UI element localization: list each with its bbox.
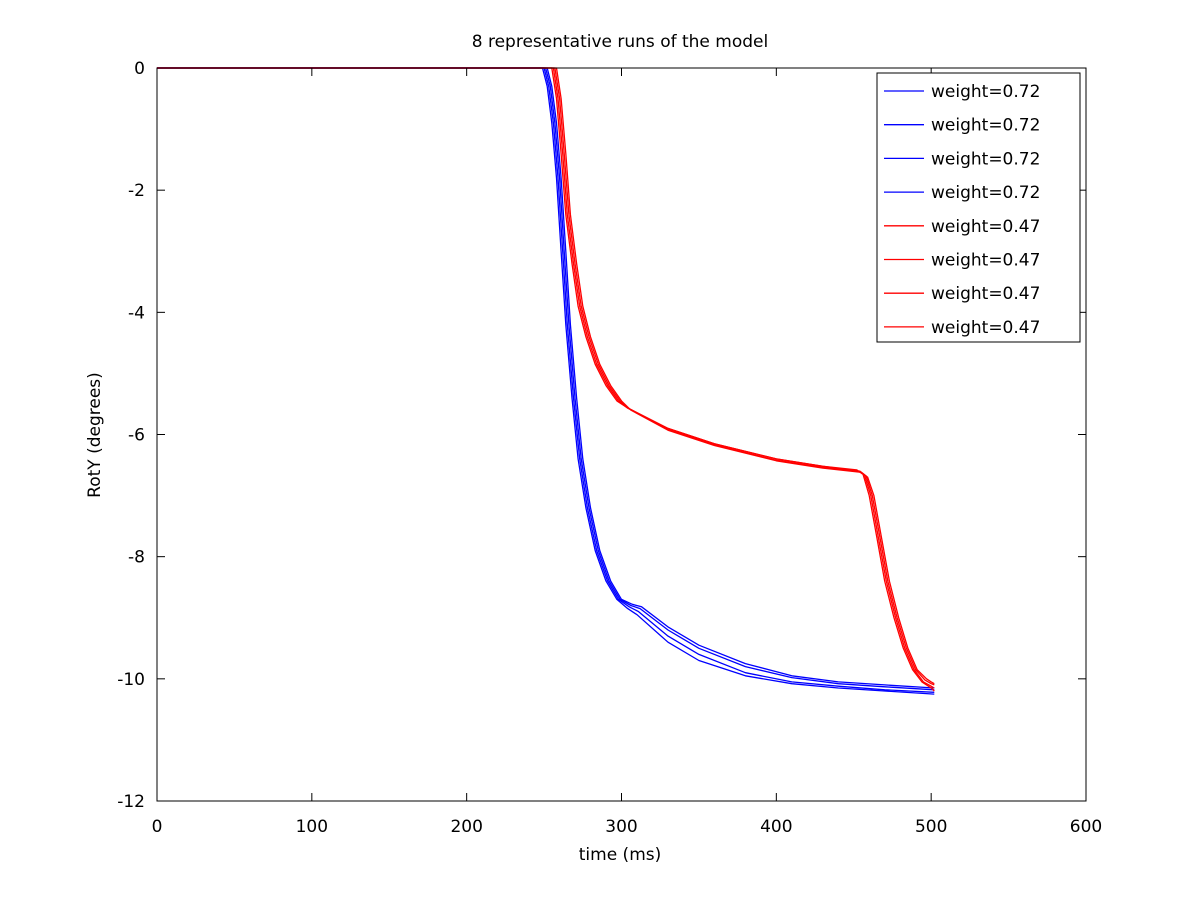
- legend-label: weight=0.72: [931, 116, 1040, 136]
- y-tick-label: -10: [117, 670, 145, 690]
- x-tick-label: 0: [152, 817, 163, 837]
- y-tick-label: -6: [128, 426, 145, 446]
- legend-label: weight=0.72: [931, 82, 1040, 102]
- series-group: [157, 67, 935, 695]
- x-tick-label: 500: [915, 817, 947, 837]
- x-tick-label: 300: [605, 817, 637, 837]
- x-tick-label: 200: [450, 817, 482, 837]
- legend-label: weight=0.47: [931, 284, 1040, 304]
- legend-label: weight=0.72: [931, 183, 1040, 203]
- legend-box: [876, 72, 1081, 343]
- y-tick-label: -4: [128, 303, 145, 323]
- y-tick-label: -12: [117, 792, 145, 812]
- legend-label: weight=0.47: [931, 217, 1040, 237]
- series-line-1: [157, 67, 935, 695]
- y-tick-label: -8: [128, 548, 145, 568]
- legend: weight=0.72 weight=0.72 weight=0.72 weight=…: [876, 72, 1081, 343]
- y-tick-label: 0: [134, 59, 145, 79]
- x-tick-label: 100: [296, 817, 328, 837]
- series-line-3: [157, 67, 935, 691]
- series-line-5: [157, 67, 935, 692]
- series-line-4: [157, 67, 935, 689]
- series-line-7: [157, 67, 935, 686]
- legend-label: weight=0.47: [931, 251, 1040, 271]
- legend-label: weight=0.47: [931, 318, 1040, 338]
- series-line-8: [157, 67, 935, 685]
- axis-ticks: 0 100 200 300 400 500 600 0 -2 -4 -6 -8 -10 -12: [117, 59, 1102, 837]
- y-tick-label: -2: [128, 181, 145, 201]
- series-line-2: [157, 67, 935, 693]
- legend-label: weight=0.72: [931, 149, 1040, 169]
- y-axis-title: RotY (degrees): [85, 372, 105, 498]
- x-tick-label: 600: [1070, 817, 1102, 837]
- chart-title: 8 representative runs of the model: [472, 32, 768, 52]
- x-axis-title: time (ms): [579, 845, 662, 865]
- x-tick-label: 400: [760, 817, 792, 837]
- series-line-6: [157, 67, 935, 689]
